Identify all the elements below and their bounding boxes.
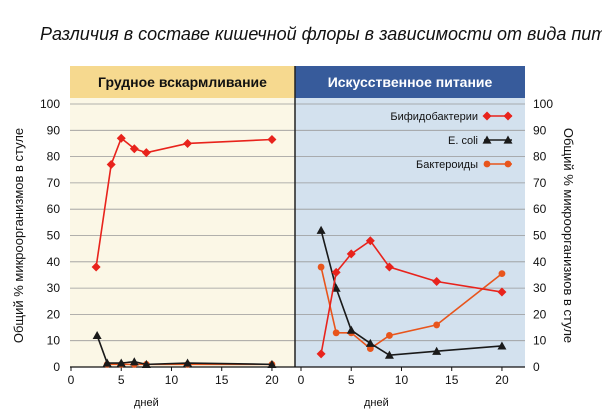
y-tick-right-30: 30 <box>533 281 547 295</box>
y-tick-left-20: 20 <box>47 307 61 321</box>
point-bifido-left-5 <box>183 138 193 148</box>
x-tick-left-0: 0 <box>68 373 75 387</box>
point-bifido-left-0 <box>91 262 101 272</box>
y-tick-left-70: 70 <box>47 176 61 190</box>
y-tick-left-0: 0 <box>53 360 60 374</box>
y-tick-left-40: 40 <box>47 255 61 269</box>
x-tick-right-20: 20 <box>495 373 509 387</box>
y-tick-right-100: 100 <box>533 97 553 111</box>
x-tick-left-10: 10 <box>165 373 179 387</box>
y-tick-left-30: 30 <box>47 281 61 295</box>
point-ecoli-right-2 <box>346 325 356 334</box>
x-axis-label-left: дней <box>134 397 159 409</box>
x-tick-left-5: 5 <box>118 373 125 387</box>
y-axis-label-right: Общий % микроорганизмов в стуле <box>561 128 576 343</box>
point-ecoli-left-1 <box>102 358 112 367</box>
point-ecoli-left-5 <box>183 358 193 367</box>
point-bactero-right-0 <box>317 263 325 271</box>
x-tick-right-5: 5 <box>348 373 355 387</box>
x-tick-right-0: 0 <box>298 373 305 387</box>
y-tick-left-50: 50 <box>47 229 61 243</box>
legend-marker-b-ecoli <box>503 135 513 144</box>
x-tick-right-10: 10 <box>395 373 409 387</box>
left-panel-header <box>70 66 295 98</box>
legend-marker-b-bifido <box>503 111 513 121</box>
x-tick-left-20: 20 <box>265 373 279 387</box>
point-ecoli-right-0 <box>316 225 326 234</box>
point-ecoli-right-4 <box>384 350 394 359</box>
y-tick-left-100: 100 <box>40 97 60 111</box>
right-panel-header <box>295 66 525 98</box>
y-tick-right-70: 70 <box>533 176 547 190</box>
legend-label-bactero: Бактероиды <box>416 159 478 171</box>
y-tick-right-90: 90 <box>533 123 547 137</box>
point-bifido-left-3 <box>129 144 139 154</box>
point-ecoli-left-0 <box>92 330 102 340</box>
legend-marker-b-bactero <box>504 160 512 168</box>
legend-marker-a-bactero <box>483 160 491 168</box>
point-ecoli-right-1 <box>331 283 341 292</box>
legend-label-ecoli: E. coli <box>448 135 478 147</box>
y-tick-right-50: 50 <box>533 229 547 243</box>
y-tick-left-60: 60 <box>47 202 61 216</box>
point-ecoli-left-6 <box>267 359 277 368</box>
y-tick-right-80: 80 <box>533 150 547 164</box>
y-tick-left-10: 10 <box>47 334 61 348</box>
x-axis-label-right: дней <box>364 397 389 409</box>
point-bifido-right-0 <box>316 349 326 359</box>
point-bifido-right-5 <box>432 277 442 287</box>
legend-label-bifido: Бифидобактерии <box>390 111 478 123</box>
y-tick-right-20: 20 <box>533 307 547 321</box>
left-panel-title: Грудное вскармливание <box>98 74 267 90</box>
point-ecoli-right-3 <box>365 338 375 347</box>
point-bifido-left-1 <box>106 159 116 169</box>
point-ecoli-left-2 <box>116 358 126 367</box>
point-bifido-left-6 <box>267 135 277 145</box>
left-panel-bg <box>70 66 295 367</box>
chart-title: Различия в составе кишечной флоры в зави… <box>40 24 602 44</box>
legend-marker-a-bifido <box>482 111 492 121</box>
point-bifido-left-4 <box>141 148 151 158</box>
point-bifido-right-4 <box>384 262 394 272</box>
point-bifido-right-3 <box>365 236 375 246</box>
y-axis-label-left: Общий % микроорганизмов в стуле <box>11 128 26 343</box>
point-bactero-right-4 <box>386 332 393 339</box>
y-tick-left-80: 80 <box>47 150 61 164</box>
point-bactero-right-6 <box>498 270 506 278</box>
y-tick-right-40: 40 <box>533 255 547 269</box>
point-bifido-right-6 <box>497 287 507 297</box>
legend-marker-a-ecoli <box>482 135 492 144</box>
y-tick-left-90: 90 <box>47 123 61 137</box>
point-bifido-right-1 <box>331 267 341 277</box>
x-tick-right-15: 15 <box>445 373 459 387</box>
point-bifido-left-2 <box>116 133 126 143</box>
right-panel-title: Искусственное питание <box>328 74 493 90</box>
x-tick-left-15: 15 <box>215 373 229 387</box>
point-ecoli-left-3 <box>129 357 139 366</box>
point-bifido-right-2 <box>346 249 356 259</box>
point-ecoli-right-6 <box>497 341 507 350</box>
point-ecoli-left-4 <box>141 359 151 368</box>
point-bactero-right-5 <box>433 321 441 329</box>
y-tick-right-10: 10 <box>533 334 547 348</box>
y-tick-right-60: 60 <box>533 202 547 216</box>
point-bactero-right-1 <box>332 329 340 337</box>
point-ecoli-right-5 <box>432 346 442 355</box>
y-tick-right-0: 0 <box>533 360 540 374</box>
